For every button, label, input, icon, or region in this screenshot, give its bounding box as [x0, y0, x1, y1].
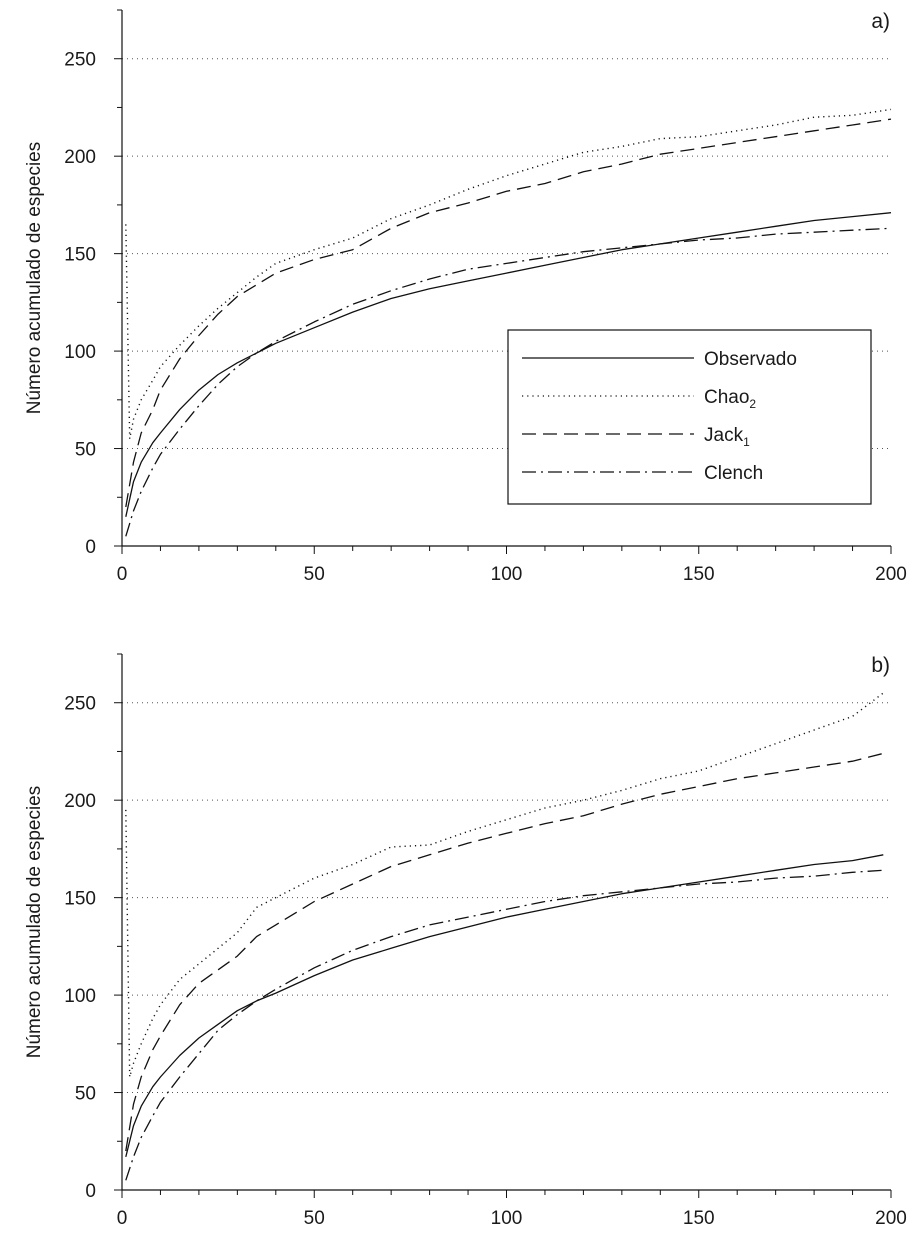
x-tick-label-0: 0 — [117, 1208, 128, 1229]
y-tick-label-0: 0 — [85, 537, 96, 558]
panel-label: a) — [871, 10, 890, 33]
legend-label-chao: Chao2 — [704, 387, 756, 411]
y-axis-title: Número acumulado de especies — [24, 786, 45, 1059]
y-tick-label-150: 150 — [64, 245, 96, 266]
legend-label-clench: Clench — [704, 463, 763, 484]
y-tick-label-250: 250 — [64, 694, 96, 715]
series-line-jack1 — [125, 118, 892, 508]
y-tick-label-0: 0 — [85, 1181, 96, 1202]
y-axis-title: Número acumulado de especies — [24, 142, 45, 415]
legend-label-jack: Jack1 — [704, 425, 750, 449]
x-tick-label-50: 50 — [304, 1208, 325, 1229]
legend: Observado Chao2 Jack1 Clench — [507, 329, 872, 505]
y-tick-label-100: 100 — [64, 986, 96, 1007]
x-tick-label-200: 200 — [875, 564, 907, 585]
series-line-clench — [125, 869, 884, 1181]
y-tick-label-50: 50 — [75, 440, 96, 461]
series-line-chao2 — [125, 692, 884, 1078]
x-tick-label-100: 100 — [491, 1208, 523, 1229]
y-tick-label-50: 50 — [75, 1084, 96, 1105]
x-tick-label-150: 150 — [683, 1208, 715, 1229]
series-line-observado — [125, 854, 884, 1158]
x-tick-label-100: 100 — [491, 564, 523, 585]
x-tick-label-50: 50 — [304, 564, 325, 585]
panel-b: 0 50 100 150 200 250 0 50 100 150 200 Número acumul… — [24, 653, 907, 1229]
y-tick-label-200: 200 — [64, 147, 96, 168]
x-tick-label-200: 200 — [875, 1208, 907, 1229]
series-line-chao2 — [125, 108, 892, 440]
y-tick-label-100: 100 — [64, 342, 96, 363]
x-tick-label-0: 0 — [117, 564, 128, 585]
y-tick-label-150: 150 — [64, 889, 96, 910]
panel-label: b) — [871, 654, 890, 677]
legend-box — [507, 329, 872, 505]
series-line-observado — [125, 212, 892, 517]
legend-label-observado: Observado — [704, 349, 797, 370]
y-tick-label-250: 250 — [64, 50, 96, 71]
y-tick-label-200: 200 — [64, 791, 96, 812]
panel-a: 0 50 100 150 200 250 0 50 100 150 200 Número acumul… — [24, 9, 907, 585]
x-tick-label-150: 150 — [683, 564, 715, 585]
series-line-jack1 — [125, 752, 884, 1152]
